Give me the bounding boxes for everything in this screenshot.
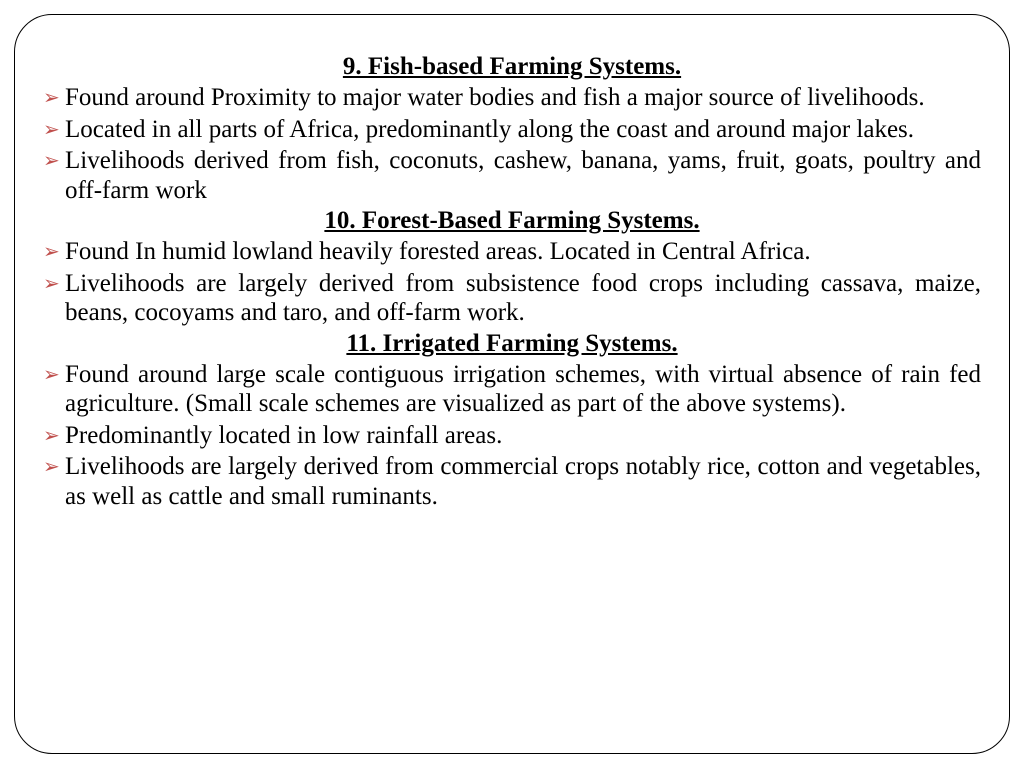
bullet-text: Found around large scale contiguous irri… xyxy=(65,360,981,419)
bullet-text: Predominantly located in low rainfall ar… xyxy=(65,421,981,451)
bullet-text: Found around Proximity to major water bo… xyxy=(65,83,981,113)
list-item: ➢ Livelihoods are largely derived from s… xyxy=(43,269,981,328)
section-heading-10: 10. Forest-Based Farming Systems. xyxy=(43,207,981,235)
bullet-text: Located in all parts of Africa, predomin… xyxy=(65,115,981,145)
bullet-icon: ➢ xyxy=(43,360,65,388)
bullet-text: Livelihoods are largely derived from sub… xyxy=(65,269,981,328)
bullet-icon: ➢ xyxy=(43,146,65,174)
section-heading-9: 9. Fish-based Farming Systems. xyxy=(43,53,981,81)
list-item: ➢ Found In humid lowland heavily foreste… xyxy=(43,237,981,267)
bullet-icon: ➢ xyxy=(43,421,65,449)
list-item: ➢ Livelihoods derived from fish, coconut… xyxy=(43,146,981,205)
bullet-text: Livelihoods derived from fish, coconuts,… xyxy=(65,146,981,205)
list-item: ➢ Found around large scale contiguous ir… xyxy=(43,360,981,419)
bullet-text: Livelihoods are largely derived from com… xyxy=(65,452,981,511)
bullet-text: Found In humid lowland heavily forested … xyxy=(65,237,981,267)
bullet-icon: ➢ xyxy=(43,452,65,480)
list-item: ➢ Located in all parts of Africa, predom… xyxy=(43,115,981,145)
bullet-icon: ➢ xyxy=(43,237,65,265)
bullet-icon: ➢ xyxy=(43,115,65,143)
list-item: ➢ Livelihoods are largely derived from c… xyxy=(43,452,981,511)
slide-frame: 9. Fish-based Farming Systems. ➢ Found a… xyxy=(14,14,1010,754)
list-item: ➢ Predominantly located in low rainfall … xyxy=(43,421,981,451)
bullet-icon: ➢ xyxy=(43,269,65,297)
bullet-icon: ➢ xyxy=(43,83,65,111)
list-item: ➢ Found around Proximity to major water … xyxy=(43,83,981,113)
section-heading-11: 11. Irrigated Farming Systems. xyxy=(43,330,981,358)
